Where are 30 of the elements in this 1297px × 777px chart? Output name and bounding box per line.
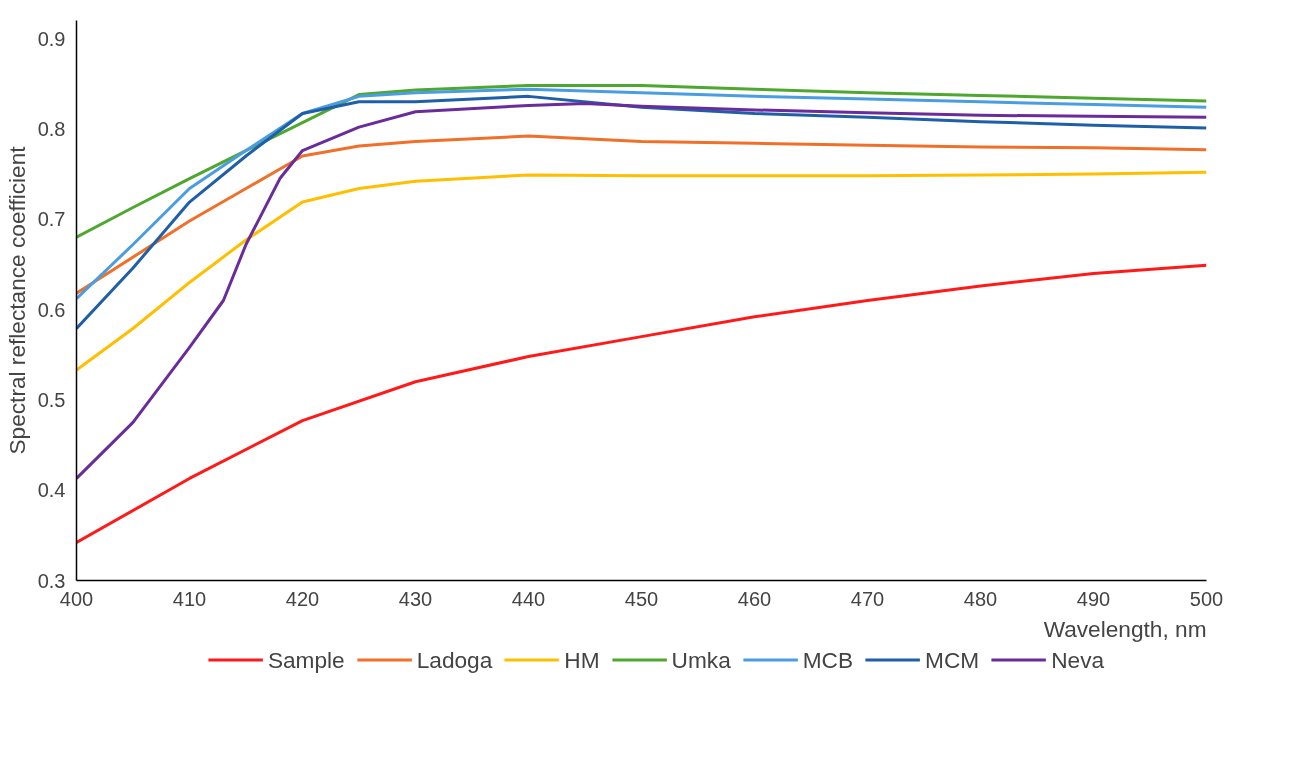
x-tick-label: 460: [737, 587, 772, 610]
x-tick-label: 490: [1076, 587, 1111, 610]
x-tick-label: 500: [1189, 587, 1224, 610]
legend-label: MCB: [802, 646, 854, 673]
x-tick-label: 480: [963, 587, 998, 610]
legend-label: Sample: [267, 646, 345, 673]
legend-label: Umka: [671, 646, 731, 673]
x-tick-label: 410: [172, 587, 207, 610]
x-tick-label: 420: [285, 587, 320, 610]
x-tick-label: 440: [511, 587, 546, 610]
y-axis-title: Spectral reflectance coefficient: [3, 145, 30, 455]
y-tick-label: 0.4: [37, 479, 66, 502]
legend-label: Ladoga: [416, 646, 493, 673]
legend-label: MCM: [925, 646, 980, 673]
line-series: [76, 170, 1207, 372]
y-tick-label: 0.6: [37, 298, 66, 321]
x-tick-label: 470: [850, 587, 885, 610]
legend-label: HM: [564, 646, 600, 673]
legend-label: Neva: [1051, 646, 1105, 673]
line-series: [76, 102, 1207, 480]
y-tick-label: 0.5: [37, 388, 66, 411]
y-tick-label: 0.7: [37, 208, 66, 231]
line-series: [76, 84, 1207, 239]
y-tick-label: 0.9: [37, 27, 66, 50]
line-series: [76, 134, 1207, 295]
line-series: [76, 263, 1207, 545]
y-tick-label: 0.8: [37, 117, 66, 140]
x-axis-title: Wavelength, nm: [1043, 615, 1207, 642]
x-tick-label: 450: [624, 587, 659, 610]
x-tick-label: 430: [398, 587, 433, 610]
